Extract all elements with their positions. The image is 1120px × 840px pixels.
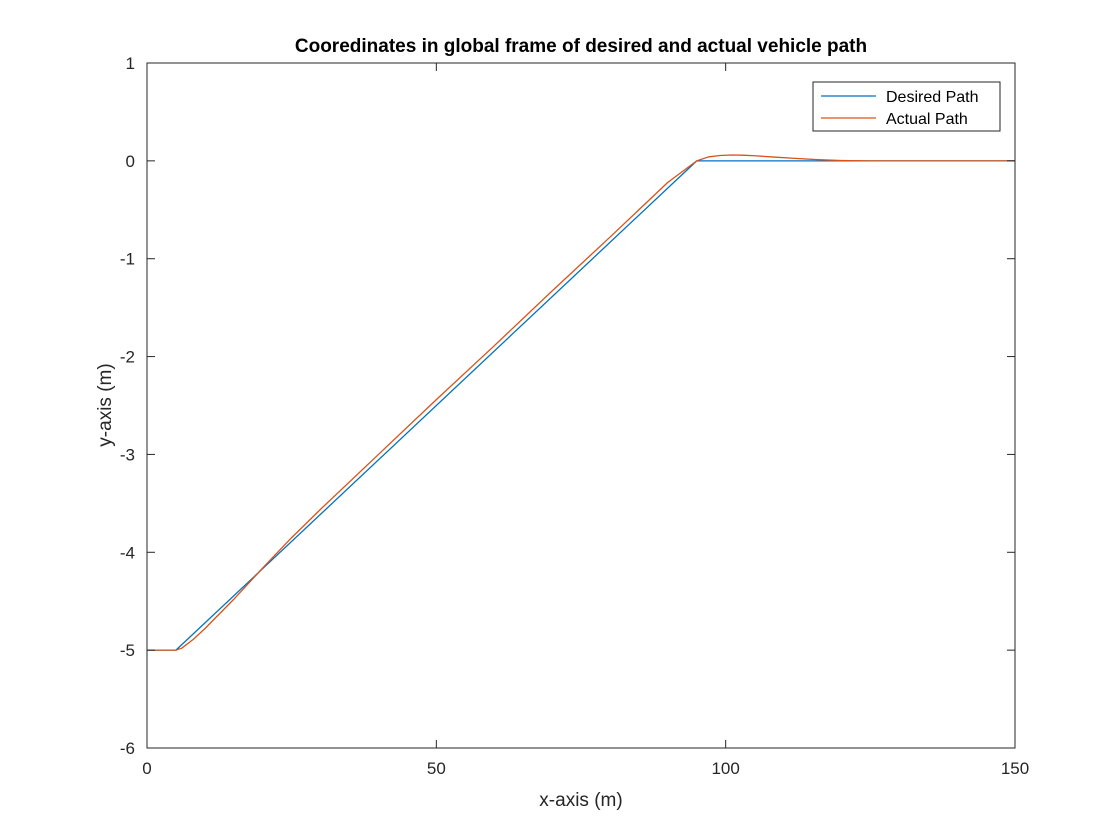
y-tick-label: -3 [120,445,135,464]
plot-area [147,63,1015,748]
x-tick-label: 50 [427,759,446,778]
y-tick-label: -1 [120,250,135,269]
series-line-actual-path [147,154,1015,651]
y-tick-label: -5 [120,641,135,660]
axes-box [146,62,1016,749]
y-tick-label: -6 [120,739,135,758]
x-tick-label: 100 [711,759,739,778]
legend-label-actual-path: Actual Path [886,111,968,128]
chart-title: Cooredinates in global frame of desired … [295,36,867,57]
y-tick-label: -4 [120,543,135,562]
series-layer [147,154,1015,651]
x-tick-label: 0 [142,759,151,778]
y-tick-label: -2 [120,348,135,367]
legend-box [812,81,1001,132]
x-tick-label: 150 [1001,759,1029,778]
y-axis-label: y-axis (m) [95,363,116,446]
y-tick-label: 0 [126,152,135,171]
legend: Desired Path Actual Path [812,81,1001,132]
y-tick-label: 1 [126,54,135,73]
y-axis-ticks: 1 0 -1 -2 -3 -4 -5 -6 [120,54,1015,758]
legend-label-desired-path: Desired Path [886,89,979,106]
x-axis-ticks: 0 50 100 150 [142,63,1029,778]
x-axis-label: x-axis (m) [539,790,622,811]
